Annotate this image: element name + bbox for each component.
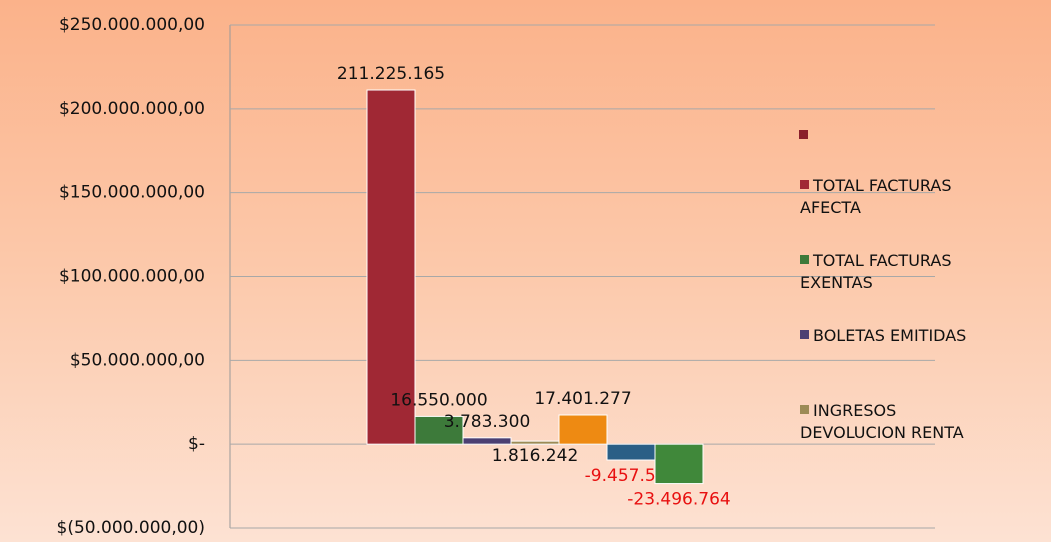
legend-entry: INGRESOS DEVOLUCION RENTA <box>800 400 1000 444</box>
legend-marker <box>799 130 808 139</box>
value-label: 17.401.277 <box>534 389 631 409</box>
y-tick-label: $100.000.000,00 <box>59 267 205 287</box>
bar <box>462 437 512 445</box>
bar <box>654 443 704 485</box>
y-tick-label: $150.000.000,00 <box>59 183 205 203</box>
legend-label: TOTAL FACTURAS AFECTA <box>800 176 952 217</box>
value-label: -9.457.561 <box>585 466 678 486</box>
y-tick-label: $200.000.000,00 <box>59 99 205 119</box>
bar <box>510 440 560 445</box>
legend-swatch <box>800 255 809 264</box>
legend-entry: BOLETAS EMITIDAS <box>800 325 1000 347</box>
value-label: 3.783.300 <box>444 412 531 432</box>
legend-entry: TOTAL FACTURAS AFECTA <box>800 175 1000 219</box>
y-tick-label: $50.000.000,00 <box>70 350 205 370</box>
value-label: 211.225.165 <box>337 64 445 84</box>
legend-label: TOTAL FACTURAS EXENTAS <box>800 251 952 292</box>
legend-swatch <box>800 405 809 414</box>
legend-swatch <box>800 330 809 339</box>
y-tick-label: $(50.000.000,00) <box>57 518 205 538</box>
y-tick-label: $- <box>188 434 205 454</box>
value-label: -23.496.764 <box>627 490 730 510</box>
bar <box>366 89 416 445</box>
value-label: 16.550.000 <box>390 390 487 410</box>
y-tick-label: $250.000.000,00 <box>59 15 205 35</box>
legend-label: INGRESOS DEVOLUCION RENTA <box>800 401 964 442</box>
value-label: 1.816.242 <box>492 446 579 466</box>
legend-label: BOLETAS EMITIDAS <box>813 326 967 345</box>
legend-entry: TOTAL FACTURAS EXENTAS <box>800 250 1000 294</box>
bar <box>606 443 656 461</box>
bar <box>414 415 464 445</box>
bar <box>558 414 608 445</box>
legend-swatch <box>800 180 809 189</box>
